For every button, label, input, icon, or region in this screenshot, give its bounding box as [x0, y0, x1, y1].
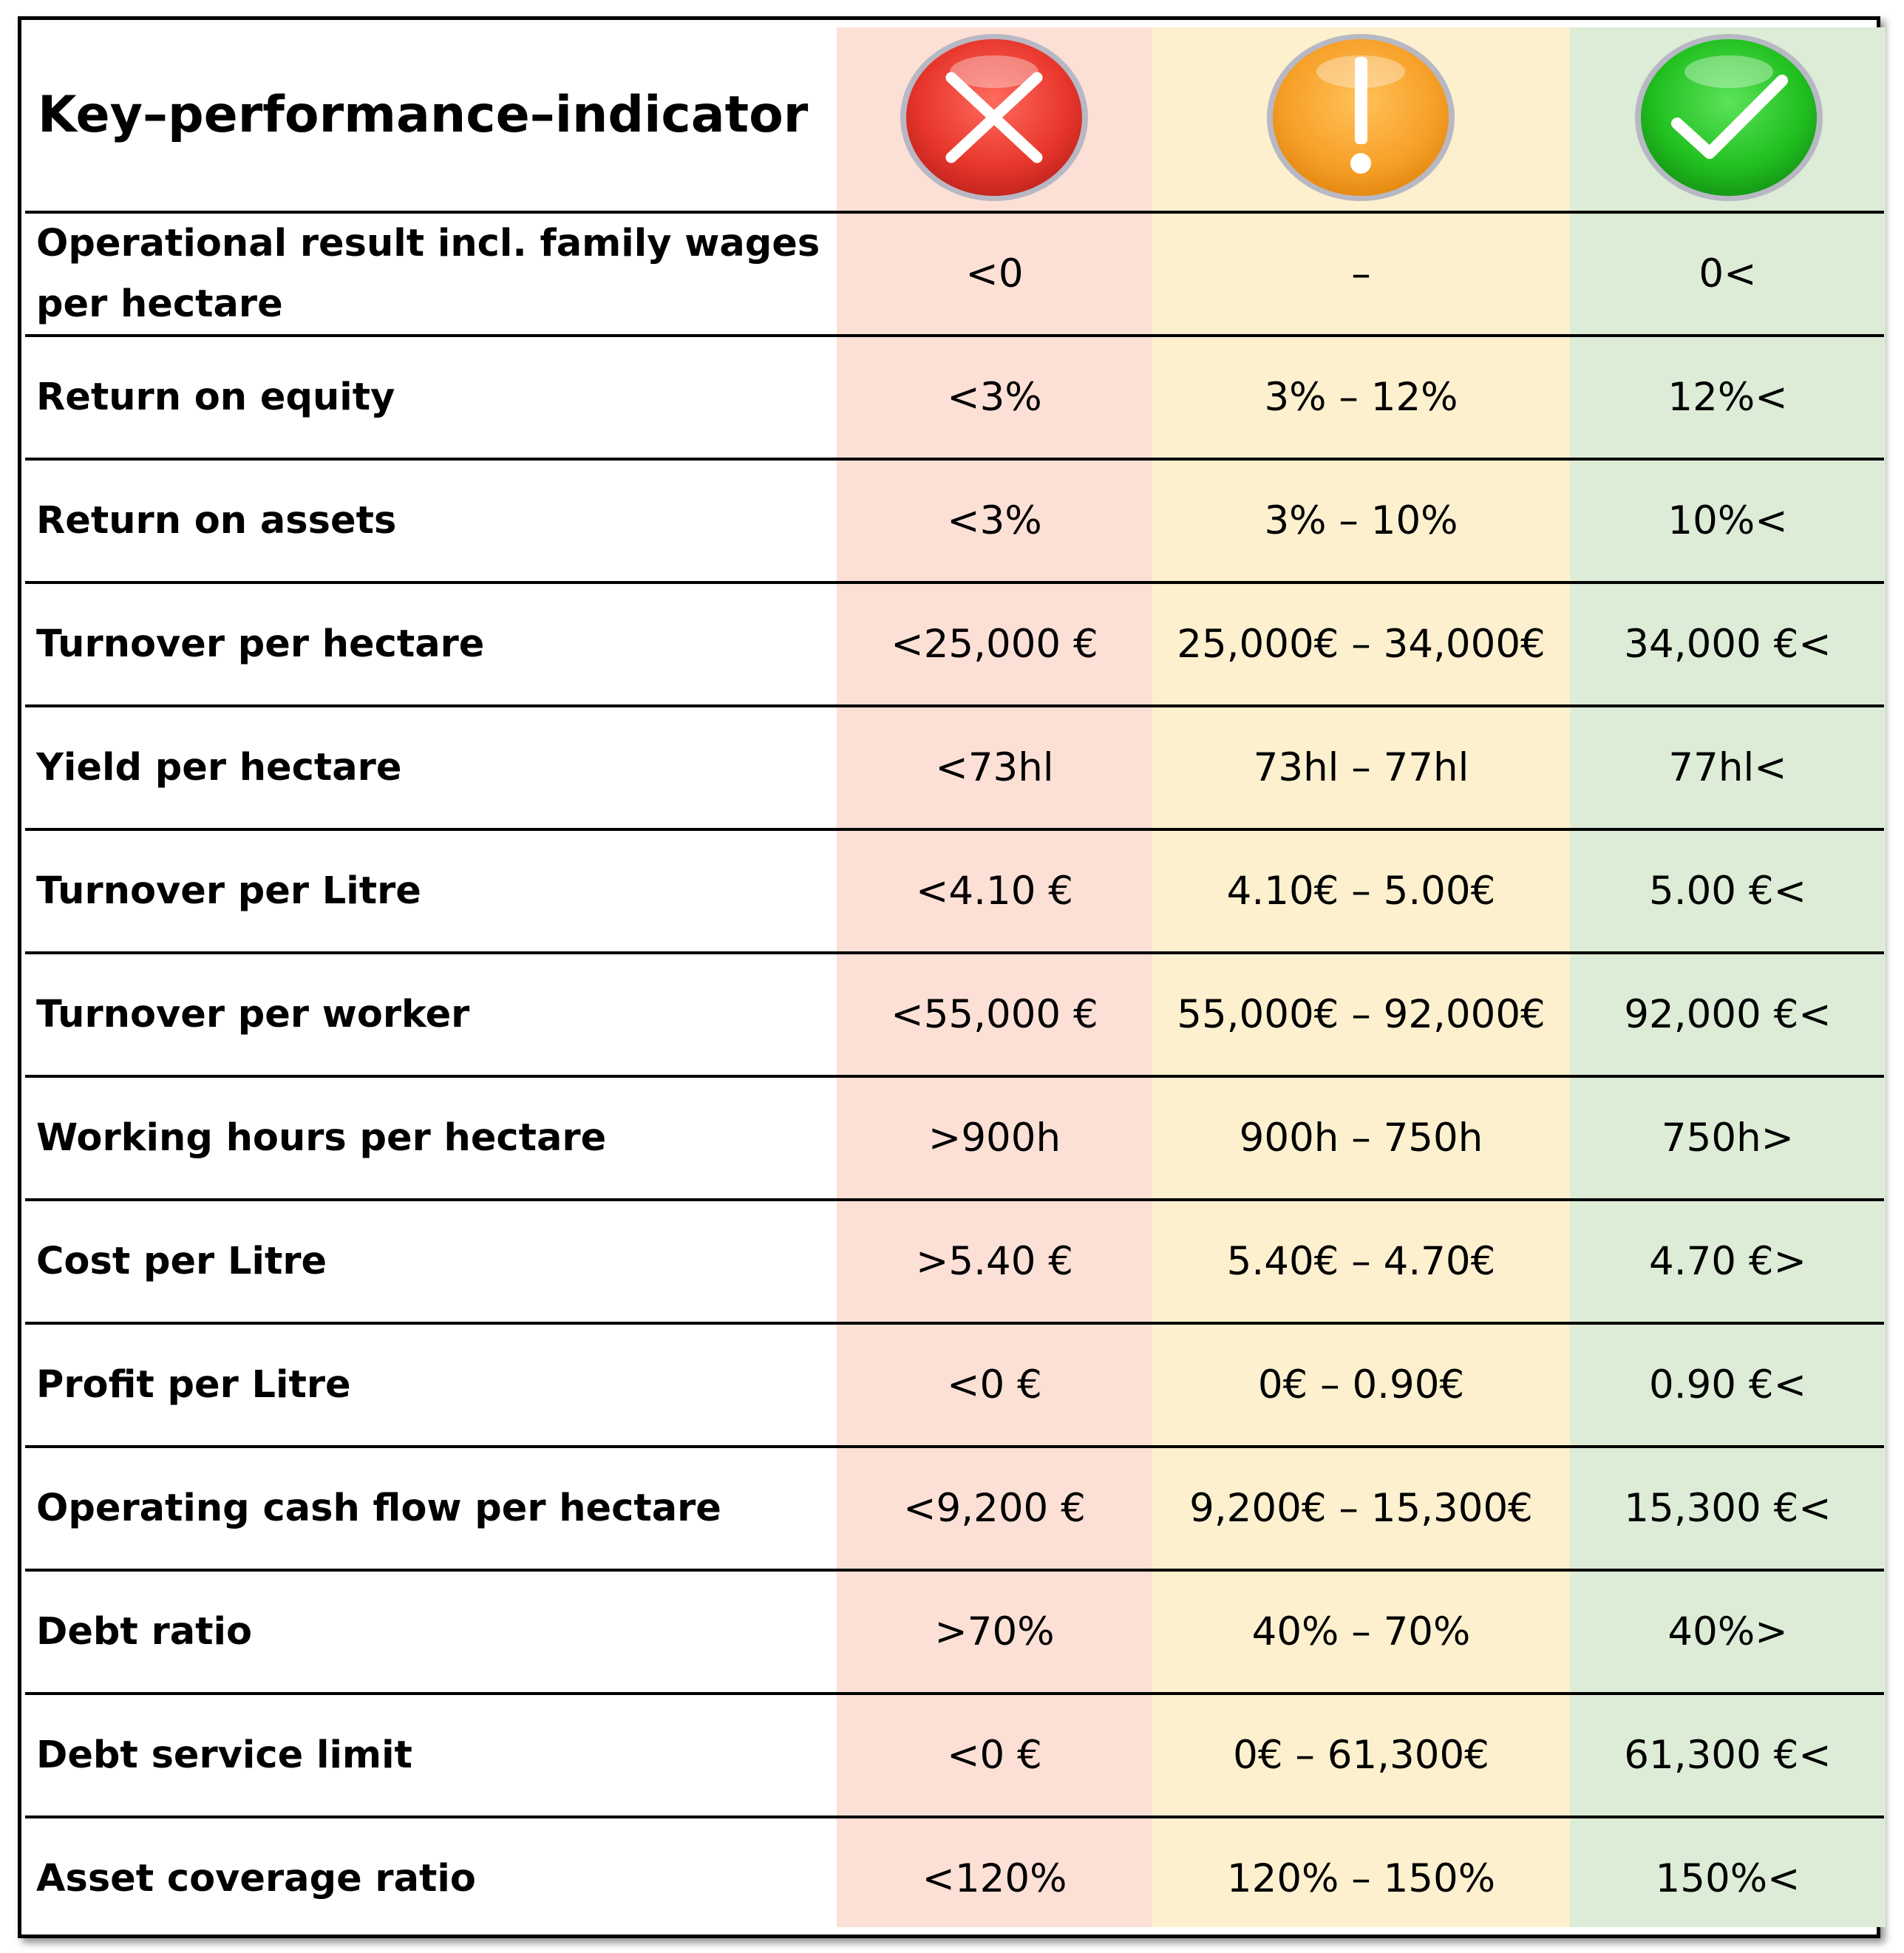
amber-range: 0€ – 61,300€ [1233, 1733, 1489, 1778]
red-threshold: <55,000 € [891, 992, 1098, 1037]
orange-exclamation-icon [1265, 29, 1457, 203]
kpi-table: Key–performance–indicator [18, 16, 1886, 1938]
red-threshold: <120% [922, 1856, 1067, 1901]
amber-range: 4.10€ – 5.00€ [1226, 869, 1496, 914]
row-label: Profit per Litre [36, 1362, 351, 1407]
table-row: Return on assets <3% 3% – 10% 10%< [25, 458, 1884, 581]
green-threshold: 77hl< [1668, 745, 1787, 790]
table-row: Debt service limit <0 € 0€ – 61,300€ 61,… [25, 1692, 1884, 1816]
table-row: Turnover per Litre <4.10 € 4.10€ – 5.00€… [25, 828, 1884, 951]
green-threshold: 0.90 €< [1649, 1362, 1806, 1407]
amber-range: 900h – 750h [1239, 1115, 1483, 1161]
red-threshold: <0 [965, 251, 1024, 296]
table-row: Debt ratio >70% 40% – 70% 40%> [25, 1569, 1884, 1692]
green-check-icon [1633, 29, 1825, 203]
table-body: Operational result incl. family wages pe… [25, 211, 1884, 1939]
table-row: Return on equity <3% 3% – 12% 12%< [25, 334, 1884, 458]
red-threshold: <0 € [947, 1733, 1042, 1778]
green-threshold: 150%< [1655, 1856, 1801, 1901]
row-label: Cost per Litre [36, 1239, 327, 1283]
green-threshold: 750h> [1661, 1115, 1795, 1161]
table-title: Key–performance–indicator [38, 86, 809, 144]
table-row: Turnover per worker <55,000 € 55,000€ – … [25, 951, 1884, 1075]
green-threshold: 5.00 €< [1649, 869, 1806, 914]
row-label: Turnover per Litre [36, 869, 421, 913]
green-threshold: 40%> [1667, 1609, 1788, 1654]
red-threshold: <4.10 € [916, 869, 1073, 914]
green-threshold: 12%< [1667, 375, 1788, 420]
red-threshold: <0 € [947, 1362, 1042, 1407]
table-row: Profit per Litre <0 € 0€ – 0.90€ 0.90 €< [25, 1322, 1884, 1445]
green-threshold: 10%< [1667, 498, 1788, 543]
table-header: Key–performance–indicator [21, 20, 1877, 211]
red-x-icon [898, 29, 1090, 203]
red-threshold: >900h [928, 1115, 1061, 1161]
green-threshold: 0< [1699, 251, 1757, 296]
row-label: Return on assets [36, 498, 397, 543]
red-threshold: <3% [947, 498, 1042, 543]
row-label: Operational result incl. family wages pe… [36, 221, 820, 326]
amber-column-background [1152, 27, 1570, 1927]
red-threshold: >70% [934, 1609, 1055, 1654]
row-label: Debt ratio [36, 1609, 253, 1654]
amber-range: 9,200€ – 15,300€ [1189, 1486, 1533, 1531]
table-row: Turnover per hectare <25,000 € 25,000€ –… [25, 581, 1884, 704]
green-threshold: 4.70 €> [1649, 1239, 1806, 1284]
amber-range: 73hl – 77hl [1253, 745, 1469, 790]
row-label: Yield per hectare [36, 745, 402, 789]
table-row: Yield per hectare <73hl 73hl – 77hl 77hl… [25, 704, 1884, 828]
row-label: Return on equity [36, 375, 395, 419]
green-threshold: 34,000 €< [1624, 622, 1832, 667]
red-threshold: <73hl [935, 745, 1054, 790]
table-row: Operational result incl. family wages pe… [25, 211, 1884, 334]
red-threshold: <25,000 € [891, 622, 1098, 667]
green-threshold: 61,300 €< [1624, 1733, 1832, 1778]
red-column-background [837, 27, 1152, 1927]
amber-range: 5.40€ – 4.70€ [1226, 1239, 1496, 1284]
table-row: Operating cash flow per hectare <9,200 €… [25, 1445, 1884, 1569]
green-column-background [1570, 27, 1886, 1927]
green-threshold: 92,000 €< [1624, 992, 1832, 1037]
red-threshold: >5.40 € [916, 1239, 1073, 1284]
table-row: Working hours per hectare >900h 900h – 7… [25, 1075, 1884, 1198]
row-label: Working hours per hectare [36, 1115, 607, 1160]
amber-range: – [1351, 251, 1371, 296]
amber-range: 3% – 12% [1264, 375, 1458, 420]
row-label: Operating cash flow per hectare [36, 1486, 721, 1530]
table-row: Cost per Litre >5.40 € 5.40€ – 4.70€ 4.7… [25, 1198, 1884, 1322]
row-label: Turnover per worker [36, 992, 470, 1036]
row-label: Debt service limit [36, 1733, 412, 1777]
table-row: Asset coverage ratio <120% 120% – 150% 1… [25, 1816, 1884, 1939]
row-label: Asset coverage ratio [36, 1856, 476, 1901]
amber-range: 120% – 150% [1226, 1856, 1496, 1901]
row-label: Turnover per hectare [36, 622, 485, 666]
amber-range: 3% – 10% [1264, 498, 1458, 543]
green-threshold: 15,300 €< [1624, 1486, 1832, 1531]
red-threshold: <3% [947, 375, 1042, 420]
amber-range: 0€ – 0.90€ [1257, 1362, 1465, 1407]
amber-range: 40% – 70% [1251, 1609, 1471, 1654]
amber-range: 25,000€ – 34,000€ [1177, 622, 1546, 667]
red-threshold: <9,200 € [903, 1486, 1086, 1531]
amber-range: 55,000€ – 92,000€ [1177, 992, 1546, 1037]
